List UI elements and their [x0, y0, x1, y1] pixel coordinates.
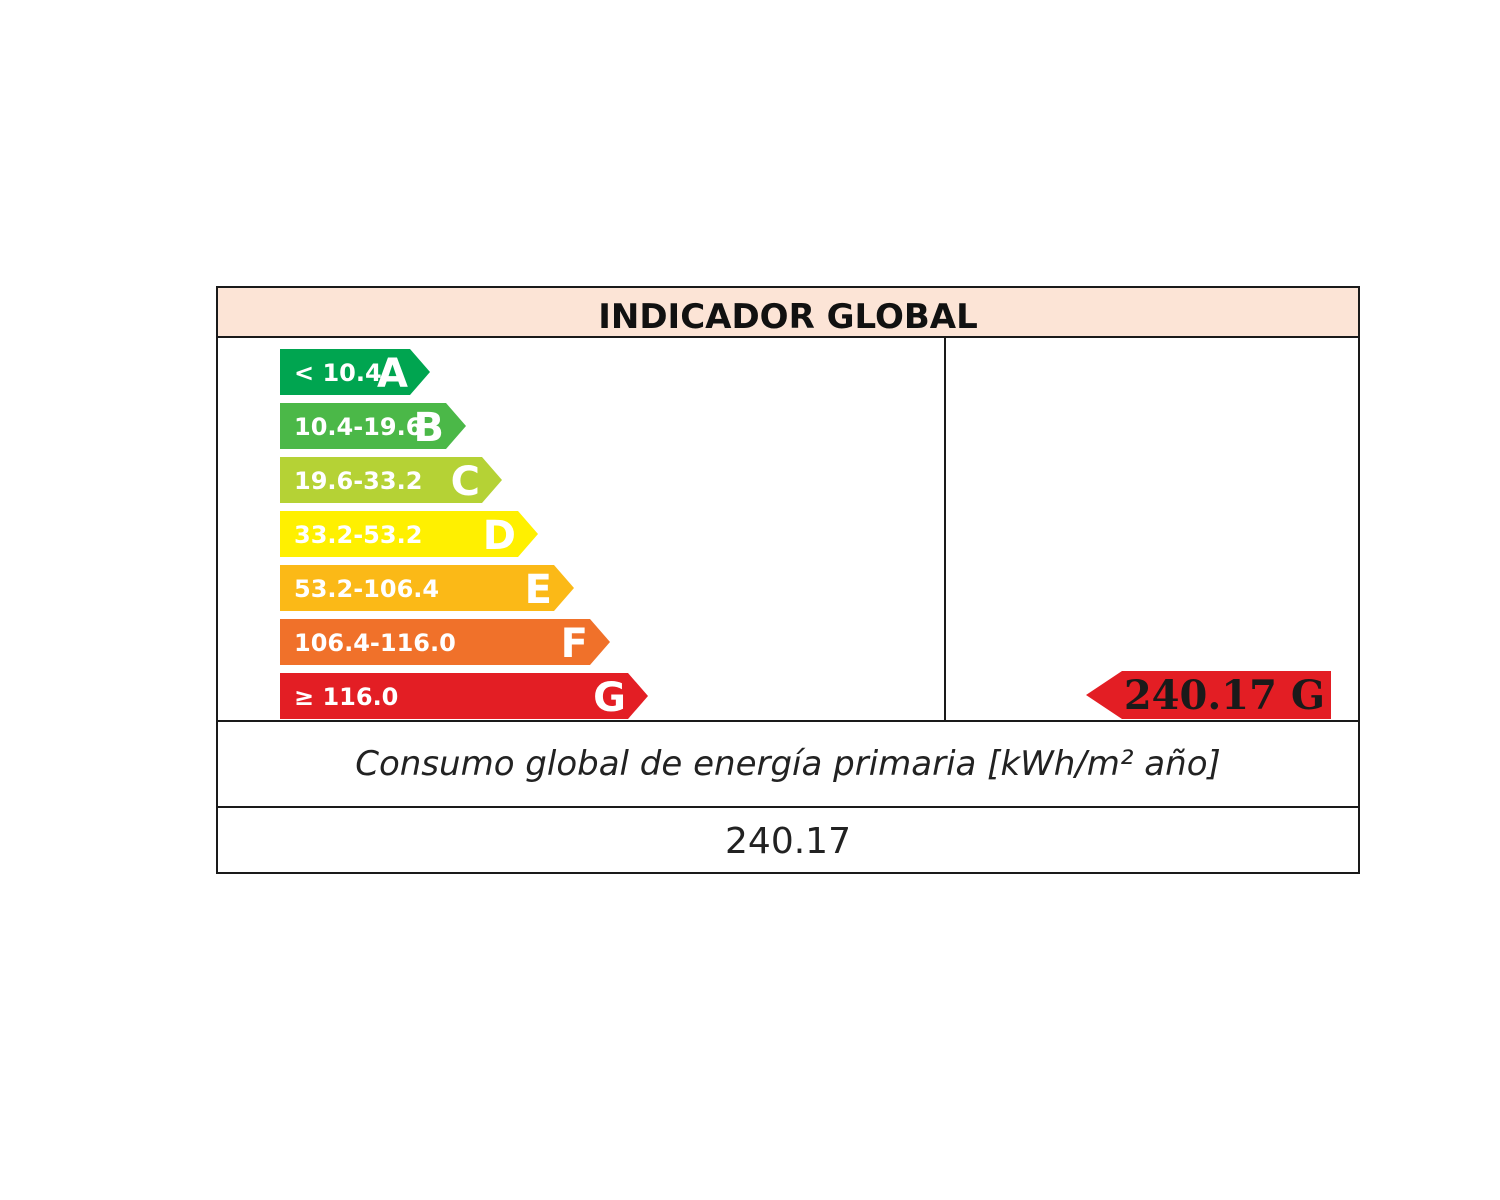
row-divider-bottom	[218, 806, 1358, 808]
consumption-caption: Consumo global de energía primaria [kWh/…	[355, 744, 1221, 784]
row-divider-top	[218, 720, 1358, 722]
column-divider	[944, 338, 946, 720]
energy-rating-panel: INDICADOR GLOBAL Consumo global de energ…	[216, 286, 1360, 874]
consumption-value: 240.17	[725, 820, 851, 862]
panel-title: INDICADOR GLOBAL	[598, 297, 978, 337]
panel-header: INDICADOR GLOBAL	[218, 288, 1358, 338]
